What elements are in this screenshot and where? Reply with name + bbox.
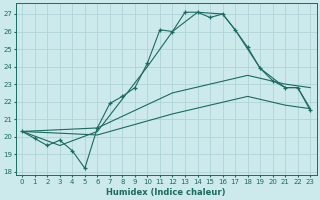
X-axis label: Humidex (Indice chaleur): Humidex (Indice chaleur)	[107, 188, 226, 197]
